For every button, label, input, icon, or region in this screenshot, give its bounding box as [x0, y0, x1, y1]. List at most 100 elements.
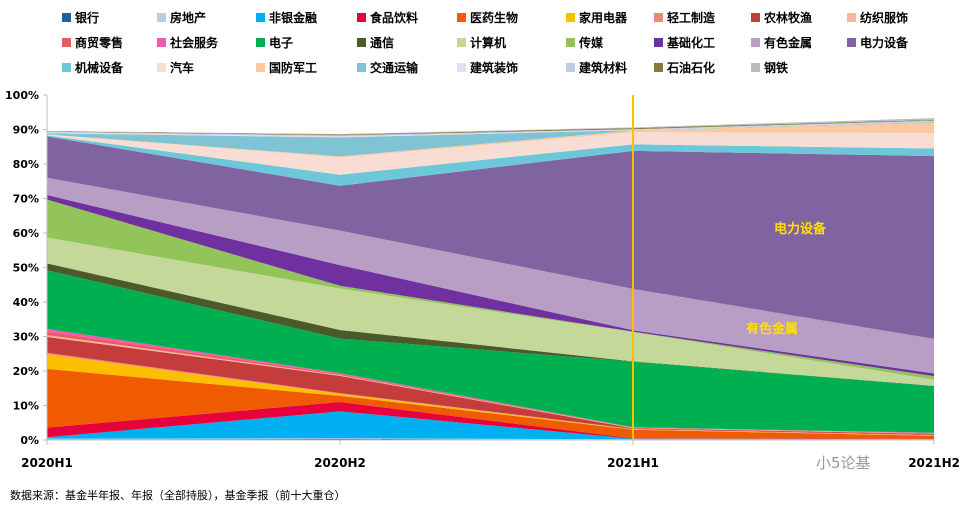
source-note: 数据来源：基金半年报、年报（全部持股），基金季报（前十大重仓） [10, 489, 346, 502]
legend-swatch [62, 13, 71, 22]
legend-label: 交通运输 [370, 60, 419, 75]
area-series-2 [47, 411, 934, 440]
legend-label: 电子 [269, 35, 293, 50]
legend-swatch [751, 38, 760, 47]
legend-item: 商贸零售 [62, 35, 123, 50]
legend-item: 银行 [62, 10, 99, 25]
legend-label: 计算机 [470, 35, 506, 50]
legend-swatch [566, 13, 575, 22]
legend-item: 轻工制造 [654, 10, 716, 25]
y-tick-label: 70% [13, 193, 39, 206]
legend-swatch [751, 63, 760, 72]
legend-label: 银行 [75, 10, 99, 25]
legend-swatch [157, 63, 166, 72]
legend-label: 电力设备 [860, 35, 909, 50]
area-series-17 [47, 136, 934, 339]
legend-item: 机械设备 [62, 60, 124, 75]
legend-label: 钢铁 [764, 60, 788, 75]
legend-label: 有色金属 [764, 35, 812, 50]
x-tick-label: 2021H2 [908, 456, 960, 470]
legend-label: 建筑材料 [578, 60, 627, 75]
area-series-20 [47, 122, 934, 158]
legend-label: 非银金融 [269, 10, 317, 25]
legend-swatch [357, 63, 366, 72]
watermark: 小5论基 [816, 454, 871, 472]
legend-label: 家用电器 [579, 10, 628, 25]
legend-item: 基础化工 [654, 35, 715, 50]
legend-label: 汽车 [170, 60, 194, 75]
legend-item: 钢铁 [751, 60, 788, 75]
legend-item: 有色金属 [751, 35, 812, 50]
y-tick-label: 30% [13, 331, 39, 344]
legend-swatch [256, 13, 265, 22]
legend-label: 机械设备 [75, 60, 124, 75]
legend-swatch [357, 38, 366, 47]
x-tick-label: 2021H1 [607, 456, 659, 470]
legend-label: 轻工制造 [667, 10, 716, 25]
legend-label: 房地产 [170, 10, 206, 25]
y-tick-label: 20% [13, 365, 39, 378]
legend-item: 传媒 [566, 35, 604, 50]
legend-label: 国防军工 [269, 60, 317, 75]
y-tick-label: 100% [5, 89, 39, 102]
area-series-13 [47, 237, 934, 386]
legend-label: 食品饮料 [369, 10, 418, 25]
legend-swatch [654, 38, 663, 47]
legend-swatch [847, 38, 856, 47]
area-series-16 [47, 177, 934, 374]
legend-label: 通信 [370, 35, 394, 50]
legend-item: 石油石化 [654, 60, 715, 75]
legend-swatch [457, 63, 466, 72]
legend-item: 国防军工 [256, 60, 317, 75]
y-tick-label: 80% [13, 158, 39, 171]
legend-item: 通信 [357, 35, 394, 50]
x-axis: 2020H1 2020H2 2021H1 2021H2 [21, 439, 960, 470]
annotation-label: 电力设备 [774, 221, 827, 237]
legend-item: 汽车 [157, 60, 194, 75]
legend-swatch [654, 13, 663, 22]
legend-item: 农林牧渔 [751, 10, 812, 25]
y-tick-label: 90% [13, 124, 39, 137]
legend-swatch [457, 13, 466, 22]
plot-area [47, 95, 934, 440]
legend-item: 电力设备 [847, 35, 909, 50]
area-series-11 [47, 270, 934, 433]
legend-swatch [256, 38, 265, 47]
legend-swatch [457, 38, 466, 47]
legend-swatch [357, 13, 366, 22]
legend-item: 纺织服饰 [847, 10, 908, 25]
legend-label: 石油石化 [666, 60, 715, 75]
area-series-21 [47, 121, 934, 157]
legend-label: 纺织服饰 [860, 10, 908, 25]
legend-item: 建筑材料 [566, 60, 627, 75]
legend-item: 电子 [256, 35, 293, 50]
legend-swatch [256, 63, 265, 72]
legend-item: 房地产 [157, 10, 206, 25]
legend-item: 医药生物 [457, 10, 518, 25]
annotation-label: 有色金属 [746, 321, 798, 337]
legend-label: 医药生物 [470, 10, 518, 25]
legend-item: 非银金融 [256, 10, 317, 25]
legend-swatch [157, 38, 166, 47]
legend-swatch [566, 63, 575, 72]
legend-item: 计算机 [457, 35, 506, 50]
legend-swatch [654, 63, 663, 72]
legend-item: 建筑装饰 [457, 60, 518, 75]
legend-swatch [62, 38, 71, 47]
legend-label: 农林牧渔 [763, 10, 812, 25]
legend-item: 家用电器 [566, 10, 628, 25]
legend-swatch [566, 38, 575, 47]
legend-label: 基础化工 [666, 35, 715, 50]
legend-swatch [751, 13, 760, 22]
legend-item: 交通运输 [357, 60, 419, 75]
legend-label: 建筑装饰 [469, 60, 518, 75]
x-tick-label: 2020H1 [21, 456, 73, 470]
y-tick-label: 60% [13, 227, 39, 240]
area-series-4 [47, 368, 934, 439]
x-tick-label: 2020H2 [314, 456, 366, 470]
y-tick-label: 0% [20, 434, 39, 447]
y-tick-label: 40% [13, 296, 39, 309]
